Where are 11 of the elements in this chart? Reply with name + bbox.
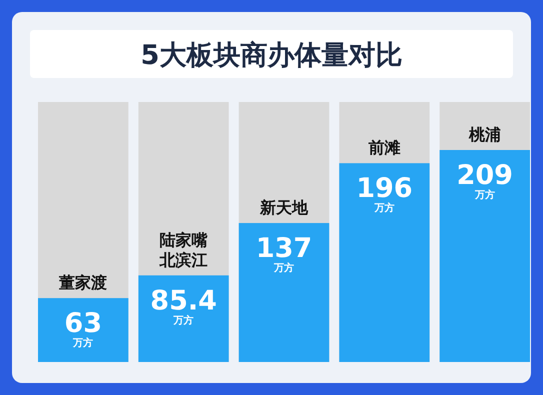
- data-label: 137 万方: [256, 233, 312, 274]
- x-tick-label: 前滩: [367, 138, 400, 158]
- x-tick-label: 陆家嘴北滨江: [158, 230, 209, 270]
- data-label: 63 万方: [64, 308, 102, 350]
- data-label: 85.4 万方: [150, 285, 217, 326]
- data-label: 209 万方: [456, 160, 513, 201]
- x-tick-label: 新天地: [259, 198, 309, 218]
- x-tick-label: 董家渡: [58, 273, 108, 292]
- x-tick-label: 桃浦: [468, 125, 501, 144]
- data-label: 196 万方: [356, 173, 413, 214]
- chart-title: 5大板块商办体量对比: [140, 40, 402, 71]
